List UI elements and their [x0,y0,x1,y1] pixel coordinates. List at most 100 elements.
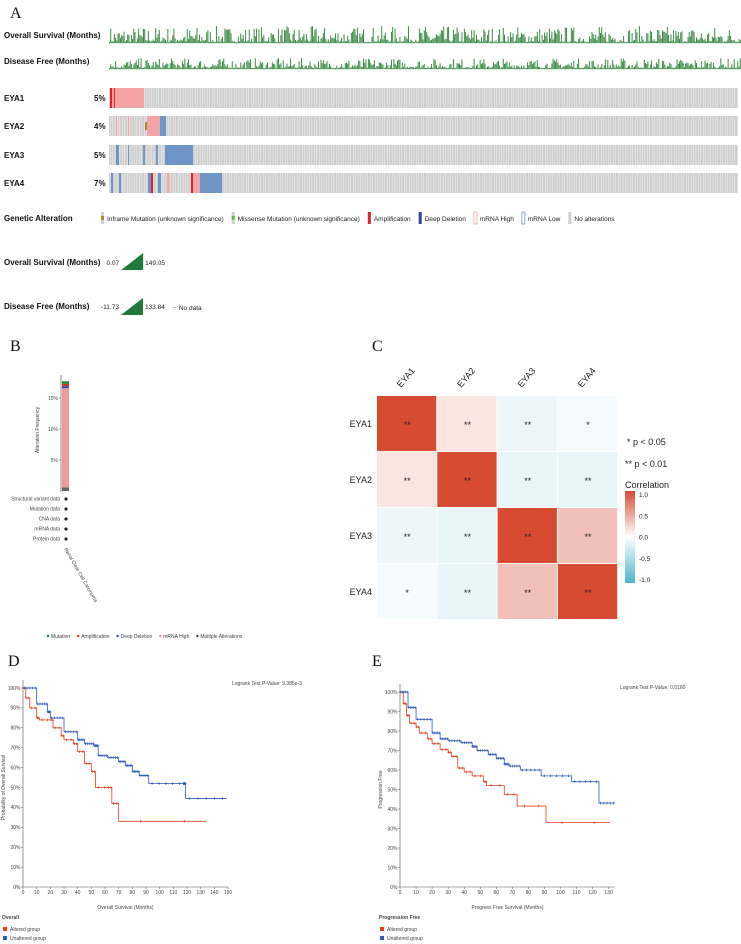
legend-label-altered: Altered group [387,927,417,933]
histogram-bar [265,64,267,69]
data-type-label: CNA data [39,517,61,523]
histogram-bar [698,66,700,69]
histogram-bar [561,34,563,43]
significance-mark: ** [524,532,532,542]
alteration-block [165,145,193,165]
histogram-bar [708,32,710,43]
histogram-bar [713,37,715,43]
histogram-bar [237,67,239,69]
histogram-bar [653,39,655,43]
histogram-bar [410,39,412,43]
histogram-bar [267,62,268,69]
gene-label-eya3: EYA3 [4,151,25,160]
alteration-block [193,173,200,193]
histogram-bar [133,28,135,43]
legend-swatch-group [101,212,104,224]
histogram-bar [342,41,344,43]
histogram-bar [249,58,251,69]
histogram-bar [435,34,437,43]
histogram-bar [373,60,375,69]
histogram-bar [702,38,704,43]
histogram-bar [428,37,430,43]
histogram-bar [450,41,452,43]
histogram-bar [321,63,323,69]
histogram-bar [206,67,208,69]
histogram-bar [196,67,198,69]
histogram-bar [535,66,537,69]
data-available-diamond [64,507,68,511]
legend-label-4: mRNA High [480,216,514,223]
histogram-bar [140,35,142,43]
histogram-bar [287,27,289,43]
histogram-bar [499,29,501,43]
histogram-bar [309,61,311,69]
df-legend: -11.73 133.84 No data [101,298,202,315]
significance-mark: ** [585,532,593,542]
histogram-bar [728,67,730,69]
histogram-bar [422,65,424,69]
y-tick-label: 10% [10,865,21,871]
histogram-bar [502,58,504,69]
histogram-bar [546,63,548,69]
legend-label-1: Missense Mutation (unknown significance) [238,216,360,223]
no-alteration-track [109,88,738,108]
histogram-bar [117,33,119,43]
histogram-bar [126,40,127,43]
histogram-bar [558,30,560,43]
colorbar-title: Correlation [625,480,669,490]
histogram-bar [455,67,457,69]
histogram-bar [262,62,264,69]
histogram-bar [507,66,509,69]
histogram-bar [213,41,215,43]
colorbar-tick: 0.5 [639,513,648,520]
histogram-bar [218,36,220,43]
histogram-bar [484,63,486,69]
histogram-bar [138,28,140,43]
histogram-bar [448,26,450,43]
histogram-bar [547,67,549,69]
histogram-bar [615,41,617,43]
histogram-bar [180,39,182,43]
histogram-bar [135,60,137,69]
histogram-bar [163,65,165,69]
histogram-bar [313,36,315,43]
histogram-bar [671,40,673,43]
histogram-bar [596,40,598,43]
histogram-bar [527,62,529,69]
x-tick-label: 130 [196,890,205,896]
histogram-bar [506,41,508,43]
data-available-diamond [64,537,68,541]
histogram-bar [288,33,290,43]
histogram-bar [303,67,305,69]
histogram-bar [637,41,639,43]
histogram-bar [254,36,256,43]
histogram-bar [116,67,118,69]
histogram-bar [200,61,202,69]
histogram-bar [420,32,422,43]
histogram-bar [482,63,484,69]
histogram-bar [521,65,522,69]
histogram-bar [643,41,645,43]
bar-segment-amplification [62,383,69,387]
y-tick-label: 100% [385,690,398,696]
histogram-bar [530,60,532,69]
histogram-bar [109,42,110,43]
legend-swatch [3,936,7,940]
histogram-bar [676,35,678,43]
y-tick-label: 15% [48,396,59,402]
histogram-bar [466,36,468,43]
histogram-bar [556,59,558,69]
legend-swatch-fill [101,216,104,220]
histogram-bar [363,29,364,43]
histogram-bar [129,41,131,43]
histogram-bar [623,36,625,43]
histogram-bar [548,67,550,69]
x-tick-label: 30 [445,890,451,896]
histogram-bar [346,41,347,43]
histogram-bar [700,60,702,69]
histogram-bar [330,35,332,43]
x-tick-label: 130 [604,890,613,896]
histogram-bar [239,67,241,69]
no-alteration-track [109,173,738,193]
